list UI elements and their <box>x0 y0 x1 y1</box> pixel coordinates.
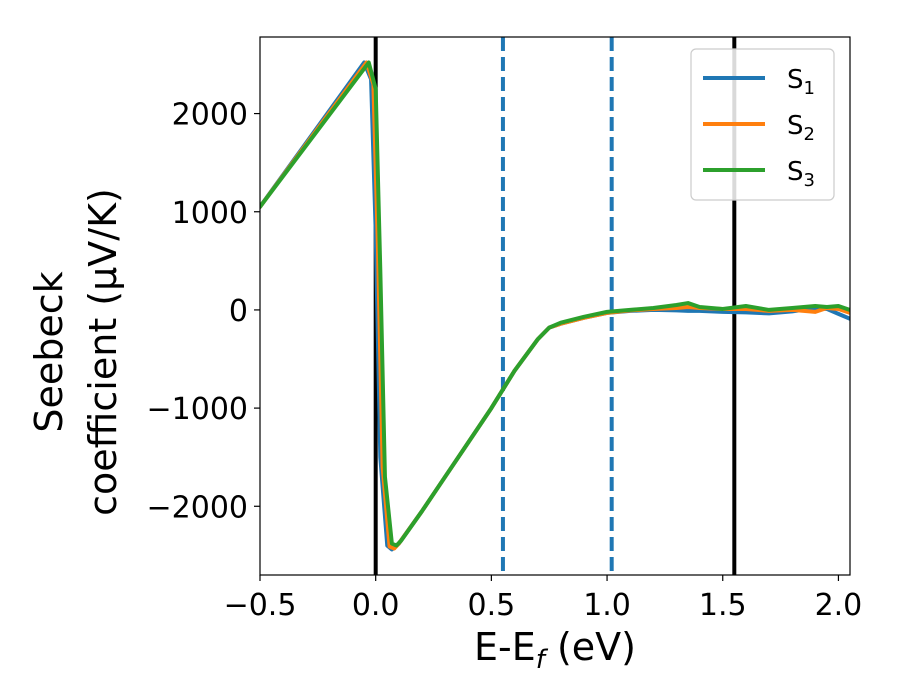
y-axis-label-line1: Seebeck <box>27 271 71 432</box>
x-tick-label: 2.0 <box>815 588 863 623</box>
x-tick-label: −0.5 <box>224 588 297 623</box>
legend-label-s1: S1 <box>787 65 815 99</box>
legend-label-s2: S2 <box>787 111 815 145</box>
legend-label-s3: S3 <box>787 157 815 191</box>
plot-layer: −0.5 0.0 0.5 1.0 1.5 2.0 −2000 −1000 0 1000 2000 E-… <box>27 36 863 675</box>
y-tick-label: −2000 <box>147 490 248 525</box>
plot-frame <box>259 36 851 576</box>
y-axis-label: Seebeck coefficient (μV/K) <box>27 188 125 516</box>
y-tick-label: −1000 <box>147 392 248 427</box>
y-axis-label-line2: coefficient (μV/K) <box>81 188 125 516</box>
y-tick-label: 1000 <box>172 196 248 231</box>
x-tick-label: 0.0 <box>352 588 400 623</box>
x-axis-label: E-Ef (eV) <box>474 625 636 675</box>
y-tick-label: 2000 <box>172 98 248 133</box>
x-tick-label: 1.5 <box>699 588 747 623</box>
x-tick-label: 0.5 <box>468 588 516 623</box>
series-line-s3 <box>260 60 850 548</box>
y-tick-label: 0 <box>229 294 248 329</box>
x-tick-label: 1.0 <box>583 588 631 623</box>
